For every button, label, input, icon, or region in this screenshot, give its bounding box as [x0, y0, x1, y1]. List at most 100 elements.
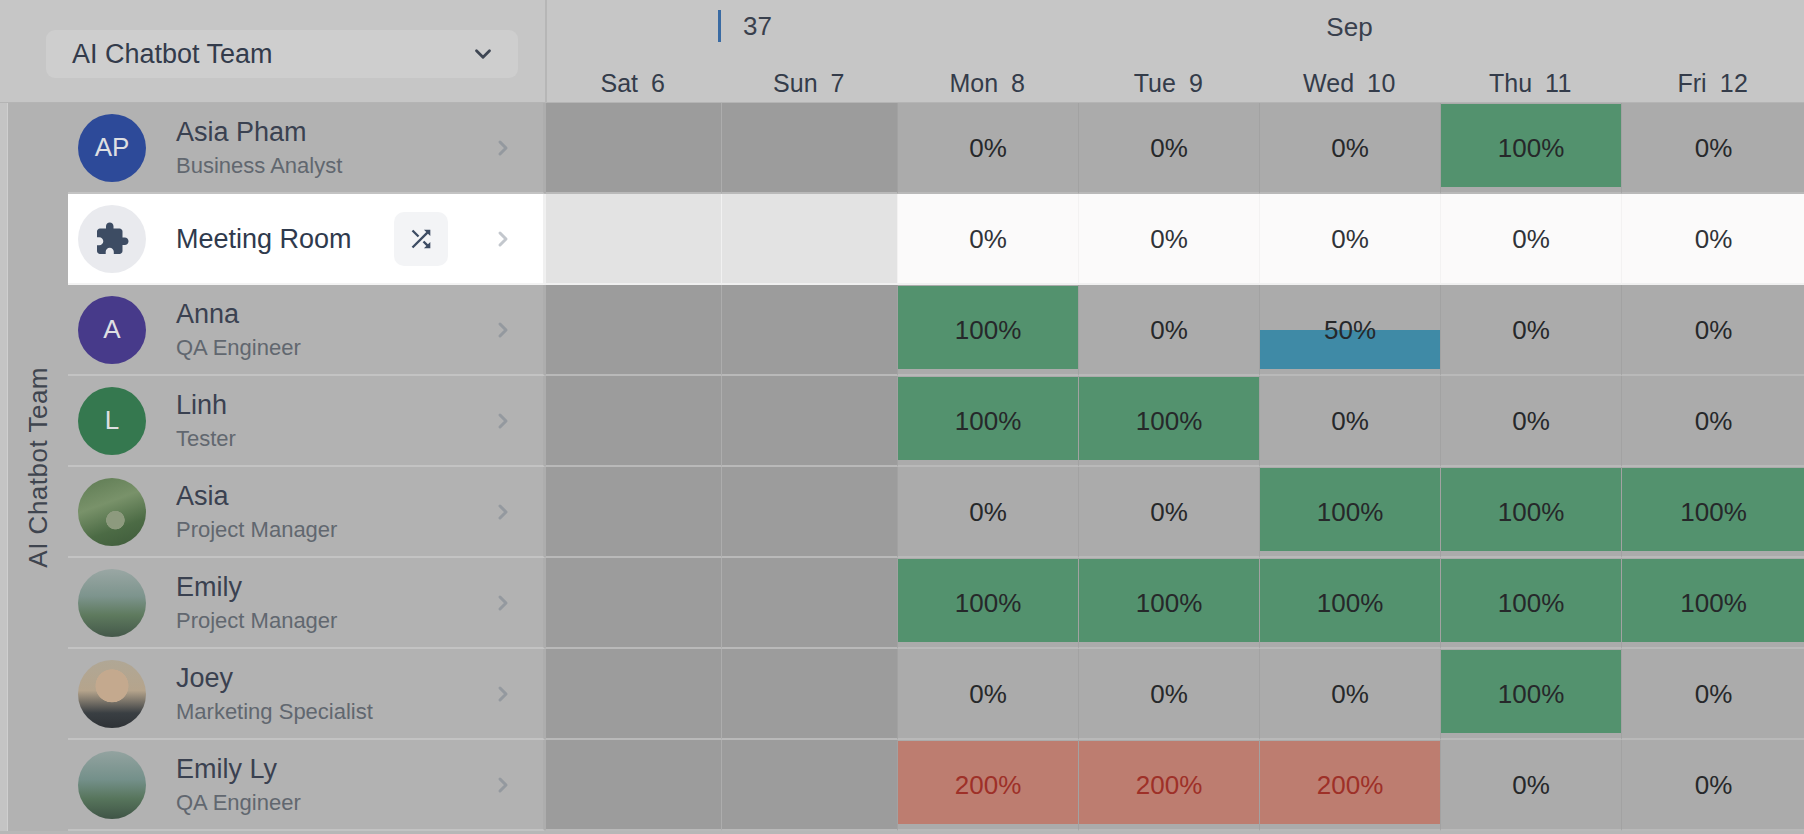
- allocation-percent: 0%: [1622, 769, 1804, 800]
- chevron-right-icon[interactable]: [491, 136, 515, 160]
- allocation-cell[interactable]: 0%: [1440, 285, 1621, 376]
- allocation-cell[interactable]: [721, 285, 897, 376]
- allocation-cell[interactable]: 100%: [1259, 558, 1440, 649]
- allocation-cell[interactable]: 100%: [1440, 558, 1621, 649]
- schedule-row[interactable]: Asia Project Manager 0%0%100%100%100%: [68, 467, 1804, 558]
- member-role: QA Engineer: [176, 790, 301, 816]
- shuffle-button[interactable]: [394, 212, 448, 266]
- member-cell[interactable]: Emily Project Manager: [68, 558, 545, 649]
- allocation-cell[interactable]: 0%: [1621, 285, 1804, 376]
- allocation-cell[interactable]: 0%: [1621, 194, 1804, 285]
- schedule-row[interactable]: AP Asia Pham Business Analyst 0%0%0%100%…: [68, 103, 1804, 194]
- schedule-row[interactable]: Meeting Room 0%0%0%0%0%: [68, 194, 1804, 285]
- allocation-cell[interactable]: 0%: [1078, 194, 1259, 285]
- chevron-right-icon[interactable]: [491, 682, 515, 706]
- allocation-cell[interactable]: [721, 649, 897, 740]
- allocation-cell[interactable]: 100%: [1440, 649, 1621, 740]
- member-cell[interactable]: Meeting Room: [68, 194, 545, 285]
- allocation-cell[interactable]: 100%: [1078, 376, 1259, 467]
- avatar-photo: [78, 478, 146, 546]
- allocation-cell[interactable]: [545, 376, 721, 467]
- allocation-cell[interactable]: 0%: [1440, 740, 1621, 831]
- team-selector-label: AI Chatbot Team: [72, 39, 273, 70]
- allocation-cell[interactable]: 0%: [1440, 194, 1621, 285]
- allocation-cell[interactable]: 0%: [897, 649, 1078, 740]
- member-cell[interactable]: AP Asia Pham Business Analyst: [68, 103, 545, 194]
- member-cell[interactable]: A Anna QA Engineer: [68, 285, 545, 376]
- chevron-right-icon[interactable]: [491, 227, 515, 251]
- allocation-percent: 100%: [1260, 587, 1440, 618]
- allocation-cell[interactable]: [545, 103, 721, 194]
- allocation-cell[interactable]: 0%: [1259, 103, 1440, 194]
- allocation-cell[interactable]: [545, 467, 721, 558]
- allocation-cell[interactable]: 0%: [1078, 103, 1259, 194]
- avatar-initials: A: [78, 296, 146, 364]
- schedule-row[interactable]: Emily Project Manager 100%100%100%100%10…: [68, 558, 1804, 649]
- avatar-photo: [78, 569, 146, 637]
- chevron-right-icon[interactable]: [491, 409, 515, 433]
- member-cell[interactable]: L Linh Tester: [68, 376, 545, 467]
- schedule-row[interactable]: A Anna QA Engineer 100%0%50%0%0%: [68, 285, 1804, 376]
- day-header: Wed 10: [1259, 68, 1440, 98]
- allocation-cell[interactable]: [721, 740, 897, 831]
- allocation-cell[interactable]: [721, 194, 897, 285]
- allocation-cell[interactable]: 200%: [1259, 740, 1440, 831]
- chevron-right-icon[interactable]: [491, 773, 515, 797]
- allocation-cell[interactable]: 100%: [897, 285, 1078, 376]
- group-label: AI Chatbot Team: [23, 367, 54, 568]
- allocation-cell[interactable]: 100%: [1259, 467, 1440, 558]
- allocation-cell[interactable]: [545, 649, 721, 740]
- day-header: Mon 8: [897, 68, 1078, 98]
- allocation-cell[interactable]: 0%: [1621, 740, 1804, 831]
- chevron-right-icon[interactable]: [491, 500, 515, 524]
- member-role: Marketing Specialist: [176, 699, 373, 725]
- rows: AP Asia Pham Business Analyst 0%0%0%100%…: [68, 103, 1804, 831]
- week-number: 37: [718, 10, 772, 42]
- allocation-cell[interactable]: [721, 376, 897, 467]
- allocation-percent: 0%: [1079, 223, 1259, 254]
- allocation-cell[interactable]: 0%: [1621, 103, 1804, 194]
- allocation-cell[interactable]: [545, 558, 721, 649]
- allocation-cell[interactable]: 200%: [897, 740, 1078, 831]
- allocation-cell[interactable]: 100%: [897, 376, 1078, 467]
- team-selector-dropdown[interactable]: AI Chatbot Team: [46, 30, 518, 78]
- allocation-percent: 0%: [1079, 496, 1259, 527]
- allocation-cell[interactable]: 0%: [1078, 467, 1259, 558]
- allocation-cell[interactable]: 0%: [1259, 376, 1440, 467]
- allocation-cell[interactable]: [545, 740, 721, 831]
- allocation-percent: 0%: [1622, 678, 1804, 709]
- member-cell[interactable]: Asia Project Manager: [68, 467, 545, 558]
- allocation-cell[interactable]: 0%: [1259, 194, 1440, 285]
- allocation-cell[interactable]: 200%: [1078, 740, 1259, 831]
- allocation-percent: 100%: [1622, 587, 1804, 618]
- allocation-cell[interactable]: 0%: [1078, 649, 1259, 740]
- schedule-row[interactable]: Emily Ly QA Engineer 200%200%200%0%0%: [68, 740, 1804, 831]
- allocation-cell[interactable]: 100%: [897, 558, 1078, 649]
- schedule-row[interactable]: Joey Marketing Specialist 0%0%0%100%0%: [68, 649, 1804, 740]
- allocation-cell[interactable]: [545, 285, 721, 376]
- allocation-cell[interactable]: [721, 467, 897, 558]
- chevron-right-icon[interactable]: [491, 318, 515, 342]
- allocation-cell[interactable]: 100%: [1621, 467, 1804, 558]
- allocation-cell[interactable]: 100%: [1440, 103, 1621, 194]
- allocation-cell[interactable]: 100%: [1440, 467, 1621, 558]
- allocation-cell[interactable]: 50%: [1259, 285, 1440, 376]
- allocation-cell[interactable]: [721, 103, 897, 194]
- allocation-cell[interactable]: 0%: [1259, 649, 1440, 740]
- allocation-cell[interactable]: 0%: [1078, 285, 1259, 376]
- member-cell[interactable]: Emily Ly QA Engineer: [68, 740, 545, 831]
- schedule-row[interactable]: L Linh Tester 100%100%0%0%0%: [68, 376, 1804, 467]
- allocation-cell[interactable]: 0%: [897, 103, 1078, 194]
- allocation-cell[interactable]: 100%: [1621, 558, 1804, 649]
- allocation-cell[interactable]: 0%: [1621, 649, 1804, 740]
- allocation-cell[interactable]: 0%: [1440, 376, 1621, 467]
- member-cell[interactable]: Joey Marketing Specialist: [68, 649, 545, 740]
- allocation-cell[interactable]: [545, 194, 721, 285]
- allocation-cell[interactable]: 0%: [897, 467, 1078, 558]
- allocation-cell[interactable]: 0%: [897, 194, 1078, 285]
- allocation-cell[interactable]: 0%: [1621, 376, 1804, 467]
- allocation-cell[interactable]: 100%: [1078, 558, 1259, 649]
- allocation-percent: 200%: [898, 769, 1078, 800]
- chevron-right-icon[interactable]: [491, 591, 515, 615]
- allocation-cell[interactable]: [721, 558, 897, 649]
